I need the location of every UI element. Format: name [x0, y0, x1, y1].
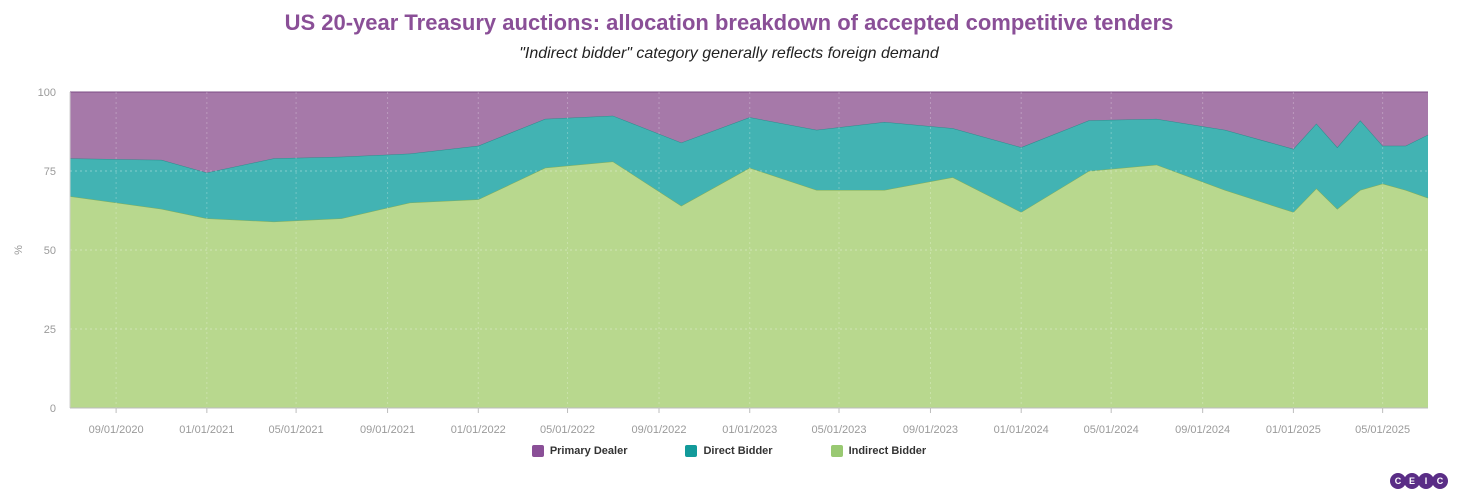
area-chart: 0 25 50 75 100% 09/01/2020 01/01/2021 05/01/202…: [13, 87, 1429, 436]
logo-letter: C: [1390, 473, 1406, 489]
area-primary-dealer: [70, 92, 1428, 173]
x-tick-label: 01/01/2022: [451, 424, 506, 436]
x-tick-label: 05/01/2021: [269, 424, 324, 436]
chart-title: US 20-year Treasury auctions: allocation…: [284, 10, 1174, 35]
x-tick-label: 09/01/2020: [89, 424, 144, 436]
logo-letter: C: [1432, 473, 1448, 489]
legend-label-indirect-bidder: Indirect Bidder: [848, 445, 927, 457]
y-axis-label: %: [13, 245, 25, 255]
area-indirect-bidder: [70, 161, 1428, 408]
x-tick-label: 05/01/2023: [811, 424, 866, 436]
y-tick-label: 75: [44, 166, 56, 178]
x-tick-label: 01/01/2023: [722, 424, 777, 436]
x-tick-label: 09/01/2021: [360, 424, 415, 436]
x-tick-label: 01/01/2024: [994, 424, 1049, 436]
legend-item-direct-bidder[interactable]: Direct Bidder: [685, 445, 773, 457]
x-tick-label: 09/01/2023: [903, 424, 958, 436]
x-tick-label: 01/01/2021: [179, 424, 234, 436]
legend-item-primary-dealer[interactable]: Primary Dealer: [531, 445, 628, 457]
logo-letter: E: [1404, 473, 1420, 489]
legend-item-indirect-bidder[interactable]: Indirect Bidder: [830, 445, 927, 457]
y-tick-label: 50: [44, 245, 56, 257]
legend-swatch-primary-dealer: [531, 445, 544, 457]
x-tick-label: 09/01/2022: [631, 424, 686, 436]
legend-label-direct-bidder: Direct Bidder: [703, 445, 773, 457]
area-direct-bidder: [70, 115, 1428, 222]
logo-letter: I: [1418, 473, 1434, 489]
x-tick-label: 05/01/2025: [1355, 424, 1410, 436]
y-tick-label: 25: [44, 324, 56, 336]
legend: Primary Dealer Direct Bidder Indirect Bi…: [0, 445, 1458, 457]
x-tick-label: 05/01/2024: [1084, 424, 1139, 436]
legend-swatch-indirect-bidder: [830, 445, 843, 457]
legend-swatch-direct-bidder: [685, 445, 698, 457]
ceic-logo: C E I C: [1390, 473, 1448, 489]
chart-subtitle: "Indirect bidder" category generally ref…: [519, 45, 939, 62]
x-tick-label: 05/01/2022: [540, 424, 595, 436]
legend-label-primary-dealer: Primary Dealer: [549, 445, 628, 457]
y-tick-label: 0: [50, 403, 56, 415]
y-tick-label: 100: [38, 87, 56, 99]
x-tick-label: 01/01/2025: [1266, 424, 1321, 436]
x-tick-label: 09/01/2024: [1175, 424, 1230, 436]
